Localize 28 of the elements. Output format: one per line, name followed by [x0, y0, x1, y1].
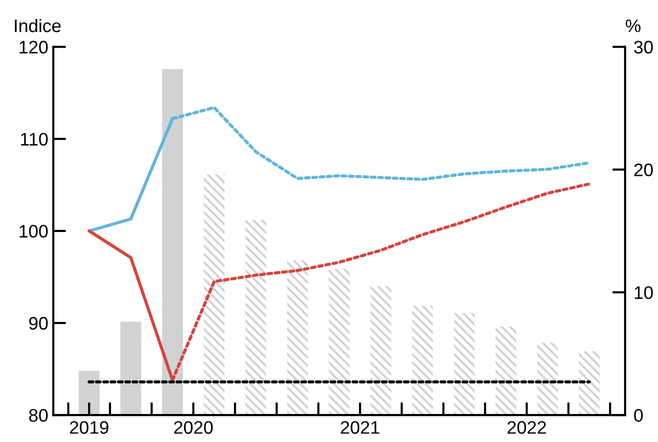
bar: [328, 268, 350, 416]
bar: [578, 351, 600, 416]
y2-axis-title: %: [626, 20, 641, 32]
y-tick-label: 90: [29, 316, 48, 330]
bar: [454, 313, 475, 416]
x-tick-label: 2020: [174, 421, 213, 434]
bar: [120, 322, 142, 416]
bar: [412, 306, 433, 416]
y2-tick-label: 0: [634, 408, 643, 422]
y-tick-label: 80: [29, 408, 48, 422]
x-tick-label: 2021: [340, 421, 380, 434]
x-tick-label: 2022: [508, 421, 546, 434]
y-tick-label: 120: [20, 40, 48, 54]
y2-tick-label: 20: [634, 164, 653, 176]
bar: [495, 326, 516, 416]
bar: [162, 68, 183, 416]
bar: [370, 286, 392, 416]
bar: [245, 220, 266, 416]
bar: [537, 342, 558, 416]
y-tick-label: 100: [20, 224, 48, 238]
y2-tick-label: 30: [634, 40, 653, 54]
x-tick-label: 2019: [70, 421, 108, 434]
y-tick-label: 110: [21, 132, 48, 146]
bar: [287, 260, 308, 416]
bar: [78, 370, 100, 416]
y-axis-title: Indice: [14, 18, 61, 32]
bar: [204, 174, 225, 416]
y2-tick-label: 10: [634, 286, 653, 300]
